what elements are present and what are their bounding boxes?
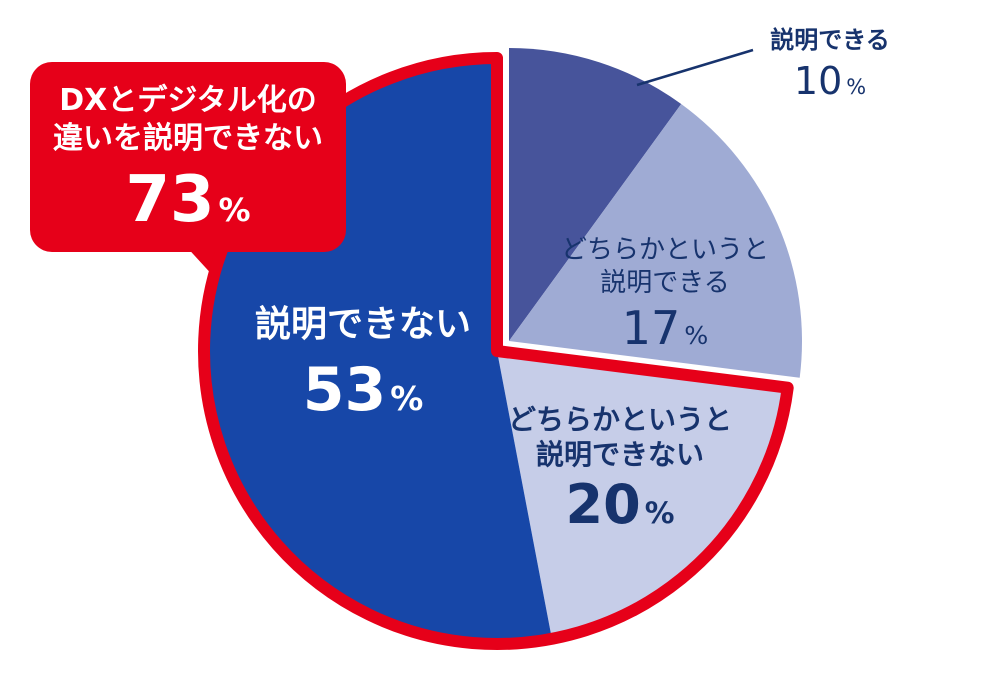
label-somewhat-cannot-explain: どちらかというと 説明できない 20% (498, 402, 742, 532)
label-cannot-explain-text: 説明できない (254, 304, 471, 345)
percent-sign: % (684, 321, 709, 350)
value-number: 53 (302, 355, 387, 426)
label-somewhat-can-line1: どちらかというと (560, 235, 769, 265)
value-number: 10 (793, 58, 843, 103)
label-somewhat-cannot-line1: どちらかというと (507, 403, 732, 436)
callout-text-line1: DXとデジタル化の (59, 82, 317, 118)
pie-slice-1 (509, 104, 803, 378)
label-cannot-explain-value: 53% (243, 360, 483, 420)
value-number: 17 (621, 301, 681, 355)
label-somewhat-can-line2: 説明できる (600, 267, 730, 298)
label-somewhat-can-value: 17% (558, 305, 772, 351)
pie-slice-2 (497, 351, 788, 639)
label-somewhat-can-explain: どちらかというと 説明できる 17% (558, 234, 772, 351)
percent-sign: % (390, 379, 424, 419)
leader-line-10 (636, 48, 754, 87)
percent-sign: % (644, 496, 675, 531)
callout-value: 73% (125, 168, 250, 232)
pie-slice-0 (509, 48, 682, 341)
label-can-explain: 説明できる 10% (745, 26, 915, 100)
callout-value-number: 73 (125, 163, 215, 238)
label-cannot-explain: 説明できない 53% (243, 303, 483, 420)
percent-sign: % (846, 74, 867, 99)
label-somewhat-cannot-value: 20% (498, 478, 742, 532)
label-somewhat-cannot-line2: 説明できない (535, 438, 704, 471)
value-number: 20 (565, 473, 641, 536)
label-can-explain-value: 10% (745, 62, 915, 100)
callout-percent-sign: % (218, 191, 251, 230)
callout-text-line2: 違いを説明できない (53, 121, 323, 156)
callout-box: DXとデジタル化の 違いを説明できない 73% (30, 62, 346, 252)
label-can-explain-text: 説明できる (770, 26, 890, 54)
